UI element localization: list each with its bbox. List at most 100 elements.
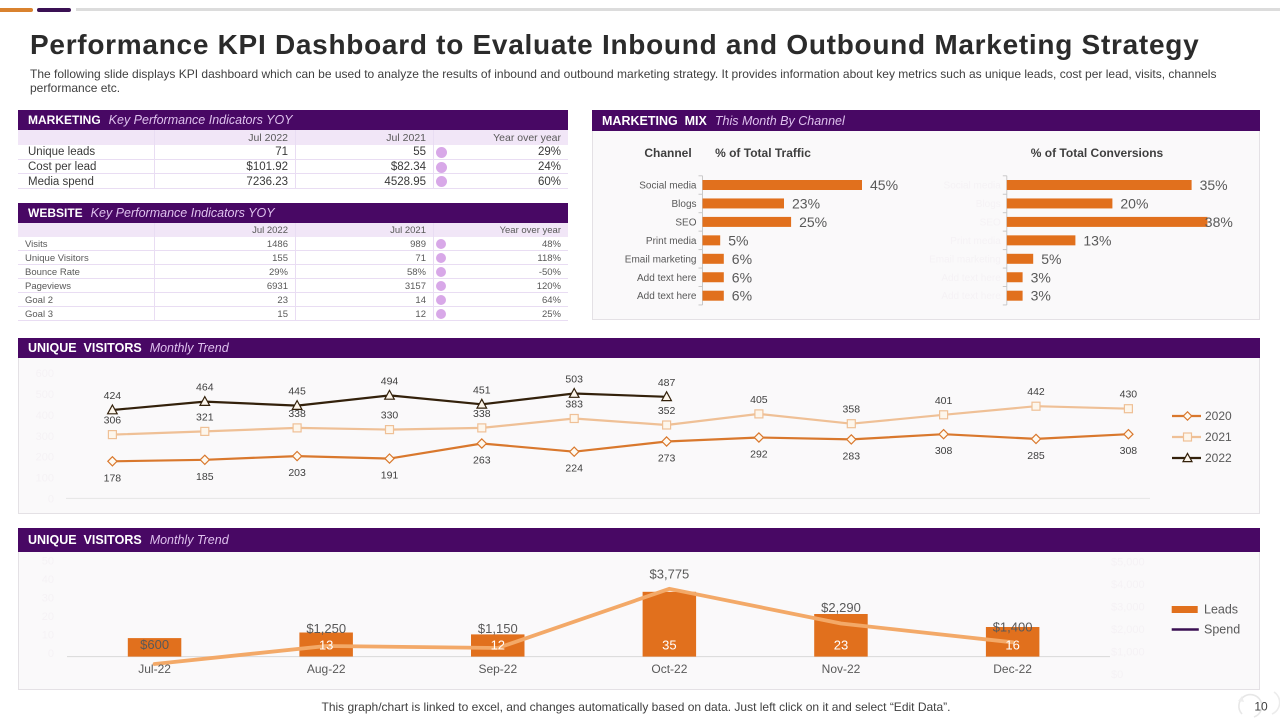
svg-text:494: 494 xyxy=(381,375,399,387)
svg-text:% of Total Conversions: % of Total Conversions xyxy=(1031,146,1164,160)
svg-text:Print media: Print media xyxy=(950,236,1001,247)
svg-text:$4,000: $4,000 xyxy=(1111,579,1145,591)
svg-text:451: 451 xyxy=(473,384,491,396)
svg-text:$5,000: $5,000 xyxy=(1111,557,1145,569)
svg-text:40: 40 xyxy=(42,574,54,586)
svg-text:$3,000: $3,000 xyxy=(1111,602,1145,614)
svg-text:Email marketing: Email marketing xyxy=(929,254,1001,265)
svg-text:100: 100 xyxy=(36,473,54,485)
svg-text:263: 263 xyxy=(473,455,491,467)
svg-text:Leads: Leads xyxy=(1204,603,1238,617)
svg-text:Add text here: Add text here xyxy=(941,291,1001,302)
svg-text:$1,000: $1,000 xyxy=(1111,647,1145,659)
svg-text:Add text here: Add text here xyxy=(637,273,697,284)
svg-text:424: 424 xyxy=(104,390,122,402)
svg-text:6%: 6% xyxy=(732,288,752,304)
svg-text:12: 12 xyxy=(491,638,505,653)
svg-text:$0: $0 xyxy=(1111,669,1123,681)
svg-text:50: 50 xyxy=(42,556,54,568)
svg-text:445: 445 xyxy=(288,386,306,398)
svg-text:2021: 2021 xyxy=(1205,430,1232,444)
svg-text:Nov-22: Nov-22 xyxy=(822,662,861,676)
svg-text:23: 23 xyxy=(834,638,848,653)
svg-text:Email marketing: Email marketing xyxy=(625,254,697,265)
svg-text:Social media: Social media xyxy=(944,181,1002,192)
svg-text:35%: 35% xyxy=(1200,177,1228,193)
svg-text:330: 330 xyxy=(381,410,399,422)
svg-text:6%: 6% xyxy=(732,251,752,267)
svg-text:321: 321 xyxy=(196,411,214,423)
svg-text:13: 13 xyxy=(319,638,333,653)
svg-text:292: 292 xyxy=(750,449,768,461)
svg-text:20: 20 xyxy=(42,611,54,623)
svg-text:38%: 38% xyxy=(1205,214,1233,230)
svg-text:358: 358 xyxy=(843,404,861,416)
svg-text:Oct-22: Oct-22 xyxy=(651,662,687,676)
svg-text:352: 352 xyxy=(658,405,676,417)
svg-text:Spend: Spend xyxy=(1204,623,1240,637)
svg-text:$3,775: $3,775 xyxy=(650,566,690,581)
svg-text:2022: 2022 xyxy=(1205,451,1232,465)
svg-text:Aug-22: Aug-22 xyxy=(307,662,346,676)
svg-text:0: 0 xyxy=(48,493,54,505)
svg-text:% of Total Traffic: % of Total Traffic xyxy=(715,146,811,160)
svg-text:Jul-22: Jul-22 xyxy=(138,662,171,676)
svg-text:20%: 20% xyxy=(1120,195,1148,211)
svg-text:600: 600 xyxy=(36,368,54,380)
svg-text:Add text here: Add text here xyxy=(941,273,1001,284)
svg-text:306: 306 xyxy=(104,415,122,427)
svg-text:Sep-22: Sep-22 xyxy=(478,662,517,676)
svg-text:$2,290: $2,290 xyxy=(821,600,861,615)
svg-text:Add text here: Add text here xyxy=(637,291,697,302)
svg-text:6%: 6% xyxy=(732,269,752,285)
svg-text:273: 273 xyxy=(658,453,676,465)
svg-text:$1,400: $1,400 xyxy=(993,619,1033,634)
svg-text:430: 430 xyxy=(1120,389,1138,401)
svg-text:$1,150: $1,150 xyxy=(478,621,518,636)
svg-text:3%: 3% xyxy=(1031,269,1051,285)
svg-text:23%: 23% xyxy=(792,195,820,211)
svg-text:30: 30 xyxy=(42,593,54,605)
svg-text:2020: 2020 xyxy=(1205,409,1232,423)
svg-text:Social media: Social media xyxy=(639,181,697,192)
svg-text:405: 405 xyxy=(750,394,768,406)
svg-text:SEO: SEO xyxy=(980,217,1001,228)
svg-text:203: 203 xyxy=(288,467,306,479)
svg-text:13%: 13% xyxy=(1083,232,1111,248)
svg-text:3%: 3% xyxy=(1031,288,1051,304)
svg-text:185: 185 xyxy=(196,471,214,483)
svg-text:283: 283 xyxy=(843,450,861,462)
svg-text:383: 383 xyxy=(565,399,583,411)
svg-text:503: 503 xyxy=(565,374,583,386)
svg-text:45%: 45% xyxy=(870,177,898,193)
svg-text:SEO: SEO xyxy=(675,217,696,228)
svg-text:0: 0 xyxy=(48,648,54,660)
svg-text:308: 308 xyxy=(1120,445,1138,457)
svg-text:Print media: Print media xyxy=(646,236,697,247)
svg-text:442: 442 xyxy=(1027,386,1045,398)
svg-text:300: 300 xyxy=(36,431,54,443)
svg-text:25%: 25% xyxy=(799,214,827,230)
svg-text:200: 200 xyxy=(36,452,54,464)
svg-text:16: 16 xyxy=(1005,638,1019,653)
svg-text:308: 308 xyxy=(935,445,953,457)
svg-text:Blogs: Blogs xyxy=(976,199,1001,210)
svg-text:10: 10 xyxy=(42,630,54,642)
svg-text:401: 401 xyxy=(935,395,953,407)
svg-text:5%: 5% xyxy=(1041,251,1061,267)
svg-text:10: 10 xyxy=(1254,700,1268,714)
svg-text:Channel: Channel xyxy=(644,146,691,160)
svg-text:191: 191 xyxy=(381,470,399,482)
svg-text:487: 487 xyxy=(658,377,676,389)
svg-text:400: 400 xyxy=(36,410,54,422)
svg-text:Blogs: Blogs xyxy=(671,199,696,210)
svg-text:338: 338 xyxy=(288,408,306,420)
svg-text:35: 35 xyxy=(662,638,676,653)
svg-text:Dec-22: Dec-22 xyxy=(993,662,1032,676)
svg-text:338: 338 xyxy=(473,408,491,420)
svg-text:464: 464 xyxy=(196,382,214,394)
svg-text:5%: 5% xyxy=(728,232,748,248)
svg-text:224: 224 xyxy=(565,463,583,475)
svg-text:$1,250: $1,250 xyxy=(306,621,346,636)
svg-text:178: 178 xyxy=(104,472,122,484)
